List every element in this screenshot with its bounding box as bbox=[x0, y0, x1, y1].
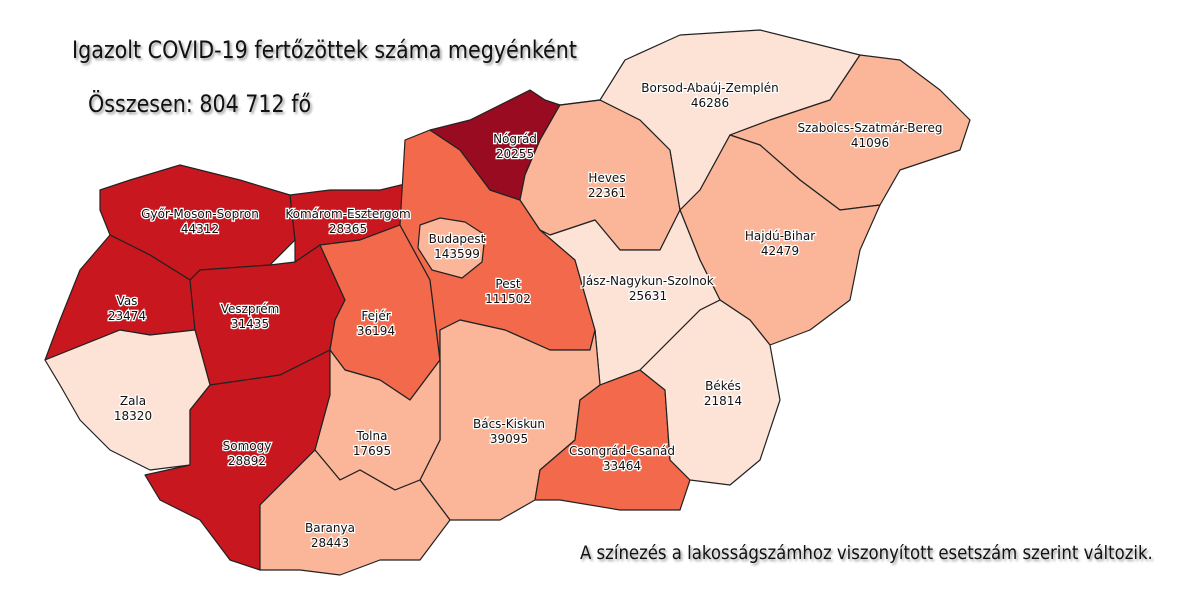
county-value-label: 20255 bbox=[496, 147, 534, 161]
county-name-label: Hajdú-Bihar bbox=[745, 229, 815, 243]
county-name-label: Pest bbox=[495, 277, 520, 291]
county-baranya[interactable] bbox=[259, 449, 451, 576]
county-value-label: 22361 bbox=[588, 186, 626, 200]
county-value-label: 23474 bbox=[108, 309, 146, 323]
county-name-label: Békés bbox=[705, 379, 741, 393]
county-name-label: Komárom-Esztergom bbox=[285, 207, 410, 221]
county-name-label: Heves bbox=[588, 171, 625, 185]
county-value-label: 18320 bbox=[114, 409, 152, 423]
county-value-label: 28892 bbox=[228, 454, 266, 468]
county-name-label: Szabolcs-Szatmár-Bereg bbox=[797, 121, 942, 135]
county-value-label: 17695 bbox=[353, 444, 391, 458]
county-name-label: Budapest bbox=[429, 232, 486, 246]
county-value-label: 28365 bbox=[329, 222, 367, 236]
county-name-label: Fejér bbox=[361, 309, 390, 323]
county-bekes[interactable] bbox=[639, 299, 781, 486]
county-name-label: Vas bbox=[117, 294, 138, 308]
county-budapest[interactable] bbox=[417, 217, 486, 279]
county-value-label: 111502 bbox=[485, 292, 531, 306]
county-name-label: Baranya bbox=[305, 521, 355, 535]
county-value-label: 33464 bbox=[603, 459, 641, 473]
county-value-label: 41096 bbox=[851, 136, 889, 150]
county-name-label: Csongrád-Csanád bbox=[569, 444, 675, 458]
county-name-label: Nógrád bbox=[493, 132, 537, 146]
county-value-label: 143599 bbox=[434, 247, 480, 261]
county-name-label: Veszprém bbox=[221, 302, 280, 316]
county-value-label: 31435 bbox=[231, 317, 269, 331]
county-value-label: 39095 bbox=[490, 432, 528, 446]
county-value-label: 42479 bbox=[761, 244, 799, 258]
county-name-label: Jász-Nagykun-Szolnok bbox=[581, 274, 713, 288]
county-name-label: Zala bbox=[120, 394, 146, 408]
county-value-label: 28443 bbox=[311, 536, 349, 550]
county-value-label: 21814 bbox=[704, 394, 742, 408]
county-name-label: Győr-Moson-Sopron bbox=[141, 207, 259, 221]
map-title: Igazolt COVID-19 fertőzöttek száma megyé… bbox=[72, 36, 577, 64]
county-value-label: 25631 bbox=[629, 289, 667, 303]
county-value-label: 36194 bbox=[357, 324, 395, 338]
total-cases: Összesen: 804 712 fő bbox=[88, 90, 312, 118]
county-name-label: Borsod-Abaúj-Zemplén bbox=[641, 81, 778, 95]
color-note: A színezés a lakosságszámhoz viszonyítot… bbox=[580, 542, 1153, 564]
county-value-label: 44312 bbox=[181, 222, 219, 236]
county-name-label: Tolna bbox=[356, 429, 388, 443]
county-value-label: 46286 bbox=[691, 96, 729, 110]
county-name-label: Bács-Kiskun bbox=[473, 417, 545, 431]
county-name-label: Somogy bbox=[223, 439, 272, 453]
